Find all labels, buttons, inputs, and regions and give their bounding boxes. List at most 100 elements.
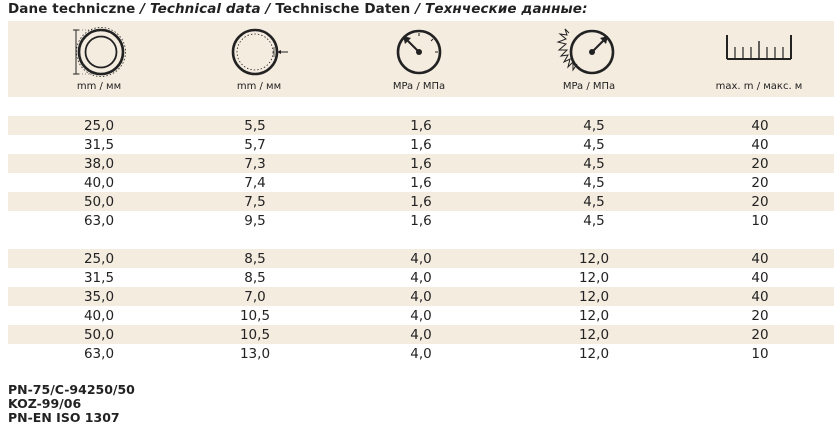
title-pl: Dane techniczne [8, 1, 136, 17]
standards-list: PN-75/C-94250/50 KOZ-99/06 PN-EN ISO 130… [8, 383, 135, 425]
wall-cell: 7,3 [244, 156, 266, 172]
diameter-cell: 63,0 [83, 213, 115, 229]
burst-pressure-gauge-icon [556, 28, 615, 75]
unit-label: max. m / макс. м [715, 81, 803, 92]
title-separator: / [260, 1, 276, 17]
working-pressure-cell: 1,6 [410, 213, 432, 229]
working-pressure-cell: 4,0 [410, 308, 432, 324]
wall-cell: 5,7 [244, 137, 266, 153]
header-cell-diameter: mm / мм [24, 21, 174, 97]
length-cell: 20 [751, 194, 769, 210]
wall-cell: 7,5 [244, 194, 266, 210]
burst-pressure-cell: 12,0 [578, 251, 610, 267]
table-row: 35,0 7,0 4,0 12,0 40 [8, 287, 834, 306]
table-row: 40,0 7,4 1,6 4,5 20 [8, 173, 834, 192]
diameter-cell: 50,0 [83, 327, 115, 343]
table-row: 63,0 13,0 4,0 12,0 10 [8, 344, 834, 363]
section-title: Dane techniczne / Technical data / Techn… [8, 1, 588, 17]
diameter-cell: 31,5 [83, 137, 115, 153]
length-cell: 20 [751, 156, 769, 172]
diameter-cell: 25,0 [83, 251, 115, 267]
table-row: 40,0 10,5 4,0 12,0 20 [8, 306, 834, 325]
wall-cell: 8,5 [244, 270, 266, 286]
header-cell-wall: mm / мм [184, 21, 334, 97]
wall-cell: 8,5 [244, 251, 266, 267]
title-separator: / [410, 1, 426, 17]
diameter-cell: 35,0 [83, 289, 115, 305]
working-pressure-cell: 1,6 [410, 118, 432, 134]
title-en: Technical data [150, 1, 261, 17]
table-row: 25,0 8,5 4,0 12,0 40 [8, 249, 834, 268]
working-pressure-cell: 1,6 [410, 194, 432, 210]
working-pressure-cell: 4,0 [410, 327, 432, 343]
table-row: 38,0 7,3 1,6 4,5 20 [8, 154, 834, 173]
diameter-cell: 40,0 [83, 308, 115, 324]
length-cell: 10 [751, 346, 769, 362]
table-row: 25,0 5,5 1,6 4,5 40 [8, 116, 834, 135]
length-cell: 20 [751, 327, 769, 343]
wall-thickness-icon [231, 28, 288, 76]
wall-cell: 10,5 [239, 308, 271, 324]
working-pressure-gauge-icon [396, 29, 442, 75]
standard-item: KOZ-99/06 [8, 396, 82, 411]
inner-diameter-icon [73, 27, 126, 77]
burst-pressure-cell: 4,5 [583, 118, 605, 134]
table-row: 31,5 8,5 4,0 12,0 40 [8, 268, 834, 287]
unit-label: MPa / МПа [392, 81, 446, 92]
diameter-cell: 31,5 [83, 270, 115, 286]
table-row: 63,0 9,5 1,6 4,5 10 [8, 211, 834, 230]
title-separator: / [135, 1, 151, 17]
length-cell: 40 [751, 137, 769, 153]
wall-cell: 13,0 [239, 346, 271, 362]
table-row: 50,0 7,5 1,6 4,5 20 [8, 192, 834, 211]
header-cell-length: max. m / макс. м [684, 21, 834, 97]
diameter-cell: 50,0 [83, 194, 115, 210]
title-de: Technische Daten [275, 1, 411, 17]
burst-pressure-cell: 12,0 [578, 346, 610, 362]
wall-cell: 9,5 [244, 213, 266, 229]
diameter-cell: 25,0 [83, 118, 115, 134]
header-cell-burst-pressure: MPa / МПа [514, 21, 664, 97]
unit-label: mm / мм [76, 81, 122, 92]
table-header: mm / мм mm / мм MPa / МПа [8, 21, 834, 97]
working-pressure-cell: 1,6 [410, 156, 432, 172]
wall-cell: 5,5 [244, 118, 266, 134]
diameter-cell: 38,0 [83, 156, 115, 172]
working-pressure-cell: 4,0 [410, 289, 432, 305]
wall-cell: 7,4 [244, 175, 266, 191]
standard-item: PN-75/C-94250/50 [8, 382, 135, 397]
table-row: 31,5 5,7 1,6 4,5 40 [8, 135, 834, 154]
table-row: 50,0 10,5 4,0 12,0 20 [8, 325, 834, 344]
burst-pressure-cell: 12,0 [578, 308, 610, 324]
length-cell: 10 [751, 213, 769, 229]
working-pressure-cell: 4,0 [410, 251, 432, 267]
header-cell-working-pressure: MPa / МПа [344, 21, 494, 97]
unit-label: MPa / МПа [562, 81, 616, 92]
burst-pressure-cell: 12,0 [578, 289, 610, 305]
burst-pressure-cell: 4,5 [583, 213, 605, 229]
standard-item: PN-EN ISO 1307 [8, 410, 120, 425]
burst-pressure-cell: 4,5 [583, 194, 605, 210]
title-ru: Технческие данные: [425, 1, 588, 17]
working-pressure-cell: 4,0 [410, 346, 432, 362]
length-cell: 20 [751, 175, 769, 191]
burst-pressure-cell: 4,5 [583, 137, 605, 153]
burst-pressure-cell: 12,0 [578, 327, 610, 343]
length-cell: 20 [751, 308, 769, 324]
length-cell: 40 [751, 118, 769, 134]
diameter-cell: 40,0 [83, 175, 115, 191]
wall-cell: 7,0 [244, 289, 266, 305]
length-cell: 40 [751, 289, 769, 305]
unit-label: mm / мм [236, 81, 282, 92]
working-pressure-cell: 4,0 [410, 270, 432, 286]
working-pressure-cell: 1,6 [410, 175, 432, 191]
diameter-cell: 63,0 [83, 346, 115, 362]
burst-pressure-cell: 4,5 [583, 175, 605, 191]
working-pressure-cell: 1,6 [410, 137, 432, 153]
length-ruler-icon [726, 35, 792, 60]
wall-cell: 10,5 [239, 327, 271, 343]
burst-pressure-cell: 12,0 [578, 270, 610, 286]
length-cell: 40 [751, 270, 769, 286]
burst-pressure-cell: 4,5 [583, 156, 605, 172]
length-cell: 40 [751, 251, 769, 267]
